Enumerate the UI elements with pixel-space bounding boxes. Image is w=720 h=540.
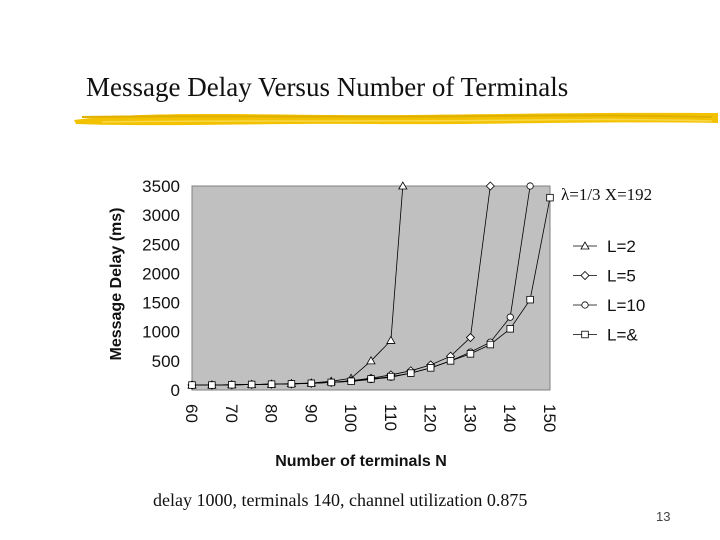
page-number: 13 <box>656 509 671 524</box>
data-point-series-4 <box>466 350 475 358</box>
x-tick-label: 60 <box>182 404 201 423</box>
legend-marker <box>580 241 590 250</box>
data-point-series-2 <box>465 332 476 343</box>
data-point-series-3 <box>526 182 534 190</box>
x-tick-label: 100 <box>341 404 360 432</box>
legend-label: L=5 <box>607 267 636 286</box>
data-point-series-4 <box>526 295 534 304</box>
x-tick-label: 90 <box>301 404 320 423</box>
data-point-series-4 <box>267 380 276 388</box>
data-point-series-4 <box>307 379 316 387</box>
legend-label: L=& <box>607 326 638 345</box>
data-point-series-4 <box>407 369 415 377</box>
x-tick-label: 70 <box>222 404 241 423</box>
x-tick-label: 80 <box>262 404 281 423</box>
data-point-series-2 <box>485 181 495 191</box>
y-tick-label: 0 <box>171 381 180 400</box>
x-tick-label: 150 <box>540 404 559 432</box>
x-tick-label: 120 <box>421 404 440 432</box>
y-tick-label: 2500 <box>142 235 180 254</box>
data-point-series-4 <box>367 375 375 383</box>
data-point-series-4 <box>188 381 196 389</box>
legend-marker <box>581 330 589 339</box>
title-underline-brush <box>74 112 718 126</box>
slide-title: Message Delay Versus Number of Terminals <box>86 72 569 102</box>
y-tick-label: 2000 <box>142 264 180 283</box>
data-point-series-4 <box>247 380 256 389</box>
legend-label: L=10 <box>607 296 645 315</box>
data-point-series-4 <box>546 193 554 202</box>
data-point-series-4 <box>506 325 514 333</box>
legend-label: L=2 <box>607 237 636 256</box>
data-point-series-4 <box>327 378 335 387</box>
x-tick-label: 110 <box>381 404 400 431</box>
x-tick-label: 140 <box>500 404 519 432</box>
data-point-series-4 <box>347 377 355 385</box>
x-axis-title: Number of terminals N <box>275 453 447 470</box>
plot-area <box>191 185 551 391</box>
data-point-series-4 <box>446 357 455 365</box>
data-point-series-4 <box>387 372 395 381</box>
y-tick-label: 3000 <box>142 206 180 225</box>
y-tick-label: 1500 <box>142 294 180 313</box>
data-point-series-4 <box>486 340 495 349</box>
data-point-series-1 <box>386 335 396 344</box>
y-tick-label: 1000 <box>142 323 180 342</box>
y-axis-title: Message Delay (ms) <box>108 208 125 361</box>
parameter-label: λ=1/3 X=192 <box>561 185 653 204</box>
slide-caption: delay 1000, terminals 140, channel utili… <box>153 490 528 510</box>
y-tick-label: 3500 <box>142 177 180 196</box>
x-tick-label: 130 <box>460 404 479 432</box>
legend-marker <box>581 301 589 309</box>
y-tick-label: 500 <box>152 352 180 371</box>
data-point-series-3 <box>506 313 514 321</box>
data-point-series-4 <box>287 380 296 388</box>
data-point-series-4 <box>228 381 236 389</box>
data-point-series-4 <box>426 364 435 372</box>
data-point-series-1 <box>366 356 376 365</box>
legend-marker <box>580 270 590 281</box>
data-point-series-1 <box>398 181 408 190</box>
data-point-series-4 <box>208 381 216 389</box>
